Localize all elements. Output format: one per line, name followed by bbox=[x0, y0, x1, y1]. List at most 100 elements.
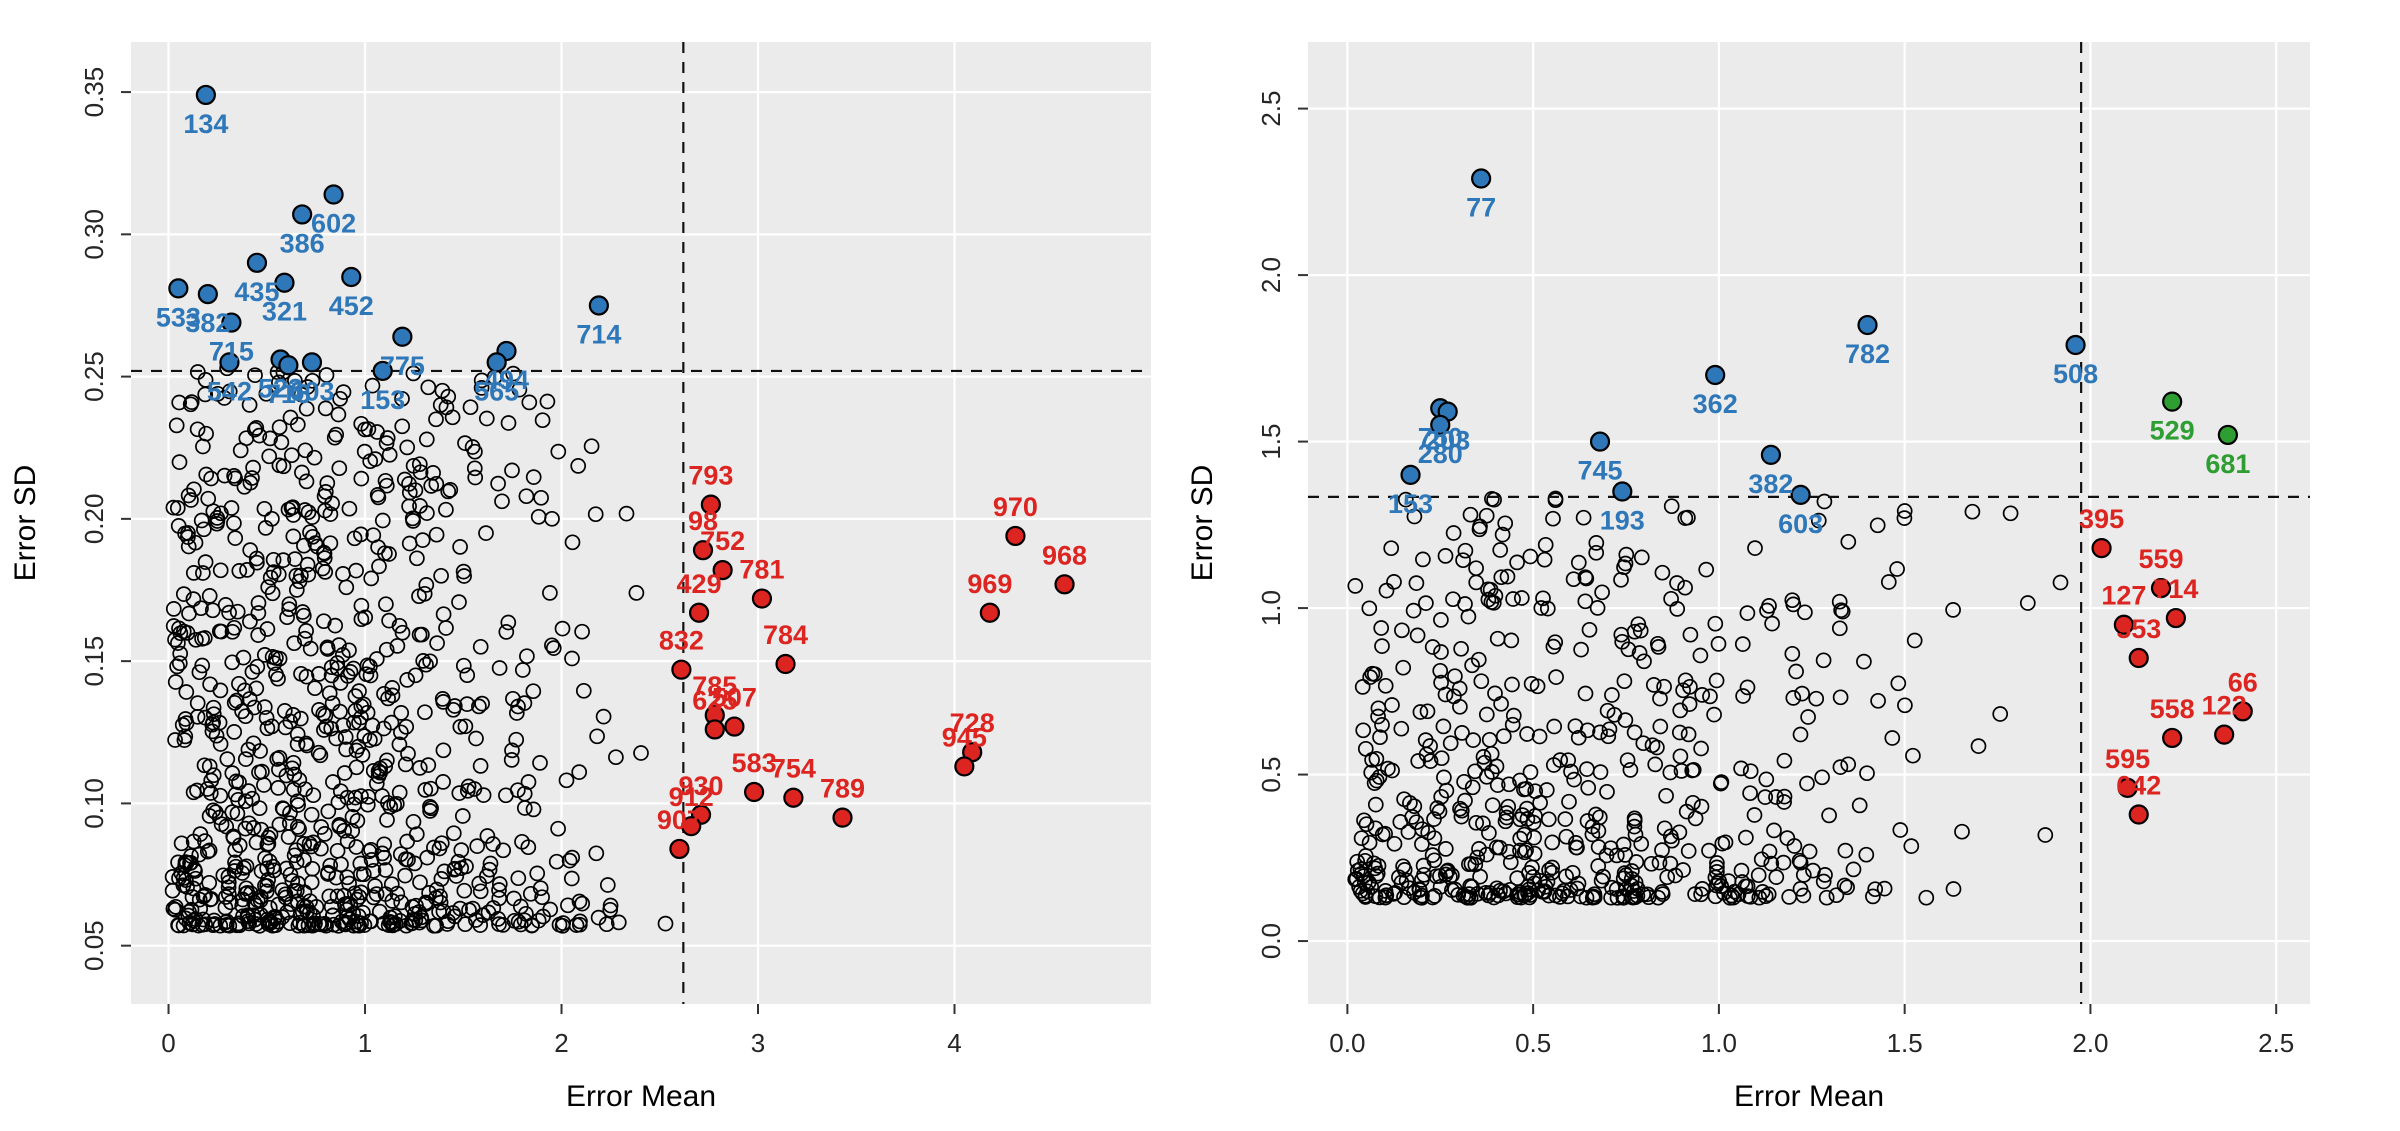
data-point bbox=[446, 698, 463, 714]
data-point bbox=[1652, 690, 1668, 707]
data-point bbox=[1468, 814, 1485, 831]
data-point bbox=[227, 530, 244, 546]
data-point bbox=[633, 745, 649, 761]
point-label: 595 bbox=[2105, 744, 2150, 774]
data-point bbox=[1353, 830, 1370, 847]
data-point bbox=[250, 595, 267, 611]
data-point bbox=[1415, 551, 1431, 568]
data-point bbox=[456, 882, 473, 899]
data-point bbox=[363, 852, 380, 868]
data-point bbox=[1818, 889, 1835, 906]
data-point bbox=[1797, 604, 1813, 621]
data-point bbox=[412, 464, 429, 481]
data-point bbox=[1792, 726, 1809, 743]
data-point bbox=[367, 878, 383, 894]
data-point bbox=[490, 475, 506, 492]
data-point bbox=[508, 731, 525, 748]
data-point bbox=[1649, 635, 1666, 652]
data-point bbox=[212, 682, 229, 699]
data-point bbox=[262, 826, 279, 843]
point-label: 153 bbox=[360, 385, 405, 415]
point-label: 681 bbox=[2205, 449, 2250, 479]
data-point bbox=[1628, 854, 1645, 870]
data-point bbox=[393, 705, 410, 721]
data-point bbox=[370, 489, 387, 506]
data-point bbox=[1845, 861, 1862, 878]
data-point bbox=[1785, 690, 1802, 706]
data-point bbox=[422, 780, 439, 797]
data-point bbox=[1476, 754, 1493, 771]
data-point bbox=[325, 774, 341, 790]
data-point bbox=[450, 853, 467, 870]
data-point bbox=[1739, 605, 1756, 621]
data-point bbox=[197, 372, 214, 388]
data-point bbox=[298, 400, 315, 417]
data-point bbox=[1505, 591, 1521, 607]
data-point bbox=[1475, 749, 1492, 765]
data-point bbox=[1497, 515, 1514, 532]
data-point bbox=[357, 421, 373, 438]
data-point bbox=[519, 648, 535, 665]
data-point bbox=[445, 825, 462, 842]
data-point bbox=[429, 635, 445, 651]
data-point bbox=[491, 660, 508, 676]
data-point bbox=[185, 912, 202, 929]
data-point bbox=[372, 764, 388, 781]
labeled-point bbox=[2113, 614, 2134, 635]
data-point bbox=[1588, 535, 1605, 551]
data-point bbox=[170, 854, 186, 871]
data-point bbox=[191, 891, 208, 908]
data-point bbox=[243, 885, 259, 902]
data-point bbox=[1675, 682, 1691, 699]
data-point bbox=[332, 675, 349, 691]
data-point bbox=[1568, 835, 1584, 851]
data-point bbox=[1478, 706, 1495, 723]
data-point bbox=[1356, 812, 1372, 829]
data-point bbox=[520, 774, 537, 790]
data-point bbox=[525, 801, 542, 818]
data-point bbox=[397, 867, 413, 884]
data-point bbox=[237, 751, 254, 767]
data-point bbox=[265, 551, 282, 568]
data-point bbox=[298, 668, 315, 685]
data-point bbox=[376, 849, 392, 866]
data-point bbox=[1808, 690, 1825, 707]
data-point bbox=[431, 840, 448, 857]
data-point bbox=[472, 638, 489, 655]
data-point bbox=[1590, 858, 1607, 874]
data-point bbox=[1632, 622, 1649, 639]
data-point bbox=[318, 718, 335, 735]
data-point bbox=[1851, 797, 1868, 814]
data-point bbox=[358, 666, 375, 683]
data-point bbox=[228, 858, 244, 875]
data-point bbox=[400, 745, 416, 762]
point-label: 508 bbox=[2053, 359, 2098, 389]
data-point bbox=[1579, 813, 1596, 829]
data-point bbox=[564, 849, 581, 866]
data-point bbox=[1677, 579, 1693, 596]
point-label: 542 bbox=[207, 376, 252, 406]
data-point bbox=[341, 500, 358, 517]
data-point bbox=[331, 637, 347, 653]
data-point bbox=[533, 489, 549, 506]
data-point bbox=[628, 585, 645, 601]
data-point bbox=[185, 833, 202, 850]
data-point bbox=[1791, 852, 1808, 869]
data-point bbox=[271, 374, 287, 391]
x-tick-label: 0 bbox=[161, 1028, 175, 1058]
data-point bbox=[1481, 731, 1498, 748]
data-point bbox=[401, 498, 417, 515]
point-label: 66 bbox=[2228, 667, 2258, 697]
data-point bbox=[561, 852, 578, 869]
data-point bbox=[242, 613, 258, 630]
labeled-point bbox=[278, 355, 299, 376]
data-point bbox=[165, 601, 182, 617]
point-label: 429 bbox=[677, 569, 722, 599]
data-point bbox=[1840, 533, 1857, 550]
data-point bbox=[657, 915, 674, 932]
labeled-point bbox=[486, 352, 507, 373]
data-point bbox=[1708, 672, 1725, 689]
data-point bbox=[181, 605, 197, 622]
data-point bbox=[1361, 834, 1378, 851]
data-point bbox=[356, 443, 373, 460]
